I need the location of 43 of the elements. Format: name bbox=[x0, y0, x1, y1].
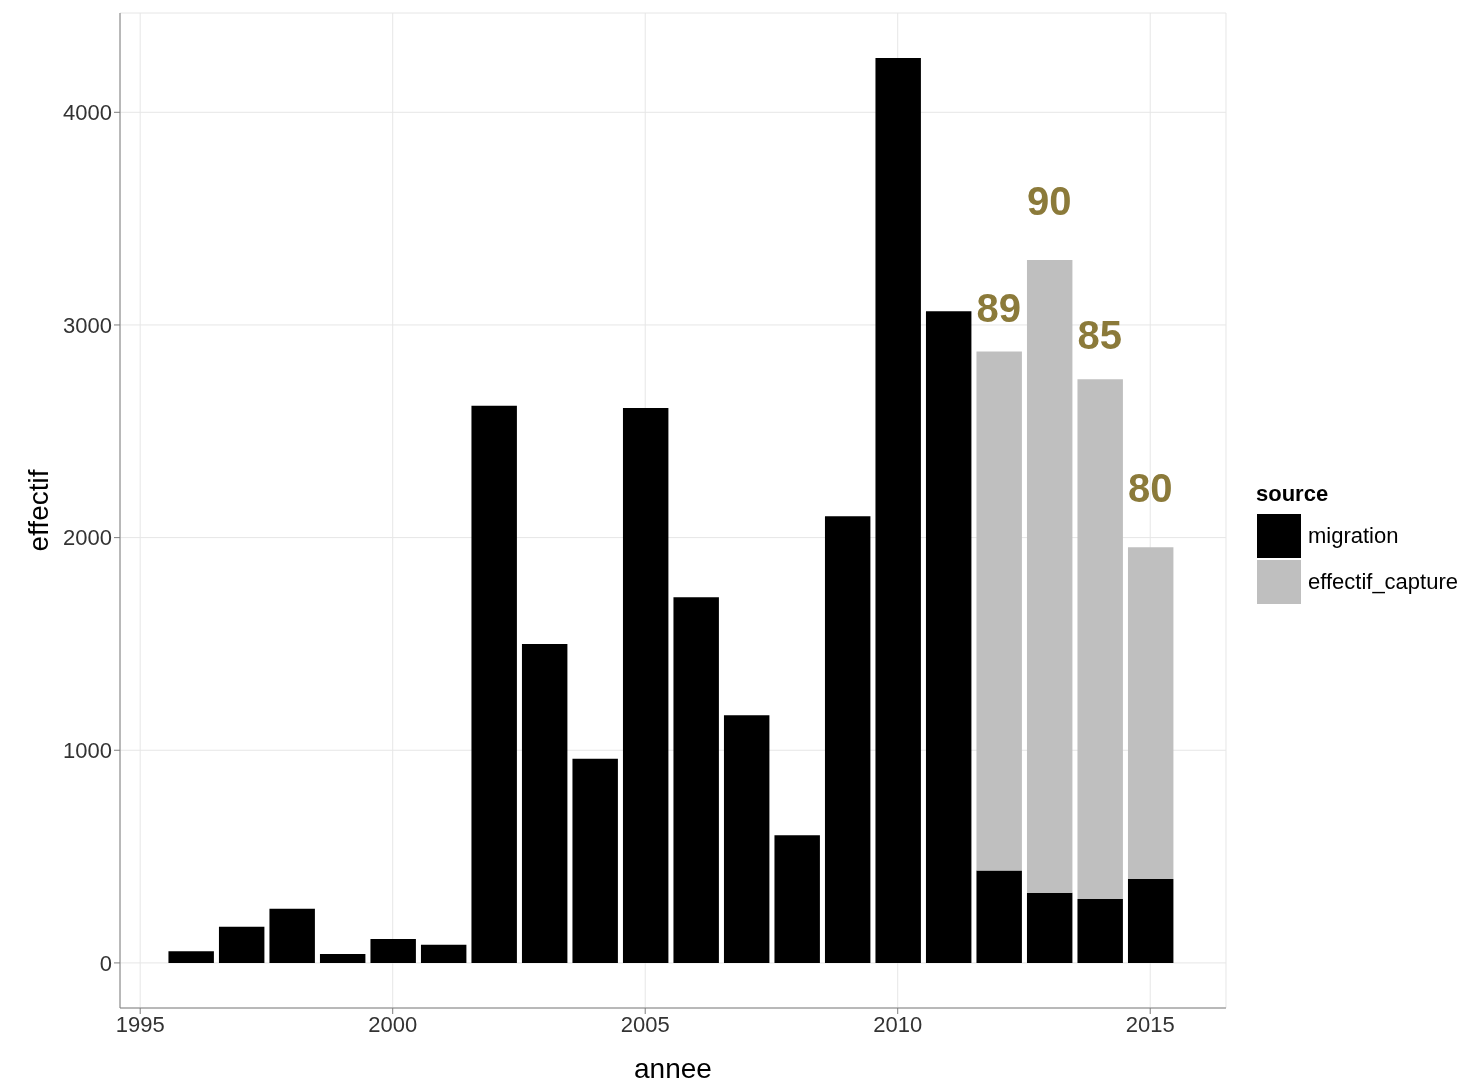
y-tick-label: 0 bbox=[99, 950, 112, 976]
bar bbox=[976, 870, 1022, 963]
bar bbox=[622, 407, 669, 963]
bar bbox=[572, 758, 618, 963]
bar bbox=[269, 908, 315, 963]
bar bbox=[370, 938, 416, 963]
y-tick-label: 4000 bbox=[63, 100, 112, 126]
bar bbox=[1026, 260, 1073, 893]
bar bbox=[168, 951, 214, 963]
bar bbox=[976, 351, 1022, 871]
legend-title: source bbox=[1255, 481, 1330, 507]
x-tick-label: 2010 bbox=[873, 1011, 923, 1037]
bar bbox=[1127, 547, 1174, 879]
bar bbox=[1026, 892, 1073, 963]
bar bbox=[218, 926, 265, 963]
bar bbox=[1077, 899, 1123, 963]
x-tick-label: 1995 bbox=[115, 1011, 165, 1037]
bar bbox=[471, 405, 517, 963]
y-tick-label: 3000 bbox=[63, 312, 112, 338]
annotation: 85 bbox=[1077, 313, 1122, 358]
annotation: 90 bbox=[1026, 179, 1072, 224]
bar bbox=[875, 58, 921, 963]
legend-label: migration bbox=[1307, 523, 1399, 549]
x-tick-label: 2015 bbox=[1125, 1011, 1175, 1037]
bar bbox=[1127, 878, 1174, 963]
x-tick-label: 2005 bbox=[620, 1011, 670, 1037]
annotation: 89 bbox=[976, 285, 1021, 330]
bar bbox=[521, 643, 568, 963]
annotation: 80 bbox=[1127, 466, 1173, 511]
bar bbox=[723, 715, 770, 963]
bar bbox=[925, 311, 972, 963]
y-tick-label: 1000 bbox=[63, 738, 112, 764]
y-tick-label: 2000 bbox=[63, 525, 112, 551]
bar bbox=[1077, 379, 1123, 900]
legend-label: effectif_capture bbox=[1307, 569, 1458, 595]
x-tick-label: 2000 bbox=[368, 1011, 418, 1037]
bar bbox=[774, 835, 820, 963]
y-axis-title: effectif bbox=[22, 469, 54, 552]
x-axis-title: annee bbox=[634, 1053, 712, 1079]
bar bbox=[420, 944, 467, 963]
bar bbox=[673, 597, 719, 963]
bar bbox=[319, 953, 366, 963]
bar bbox=[824, 516, 871, 963]
